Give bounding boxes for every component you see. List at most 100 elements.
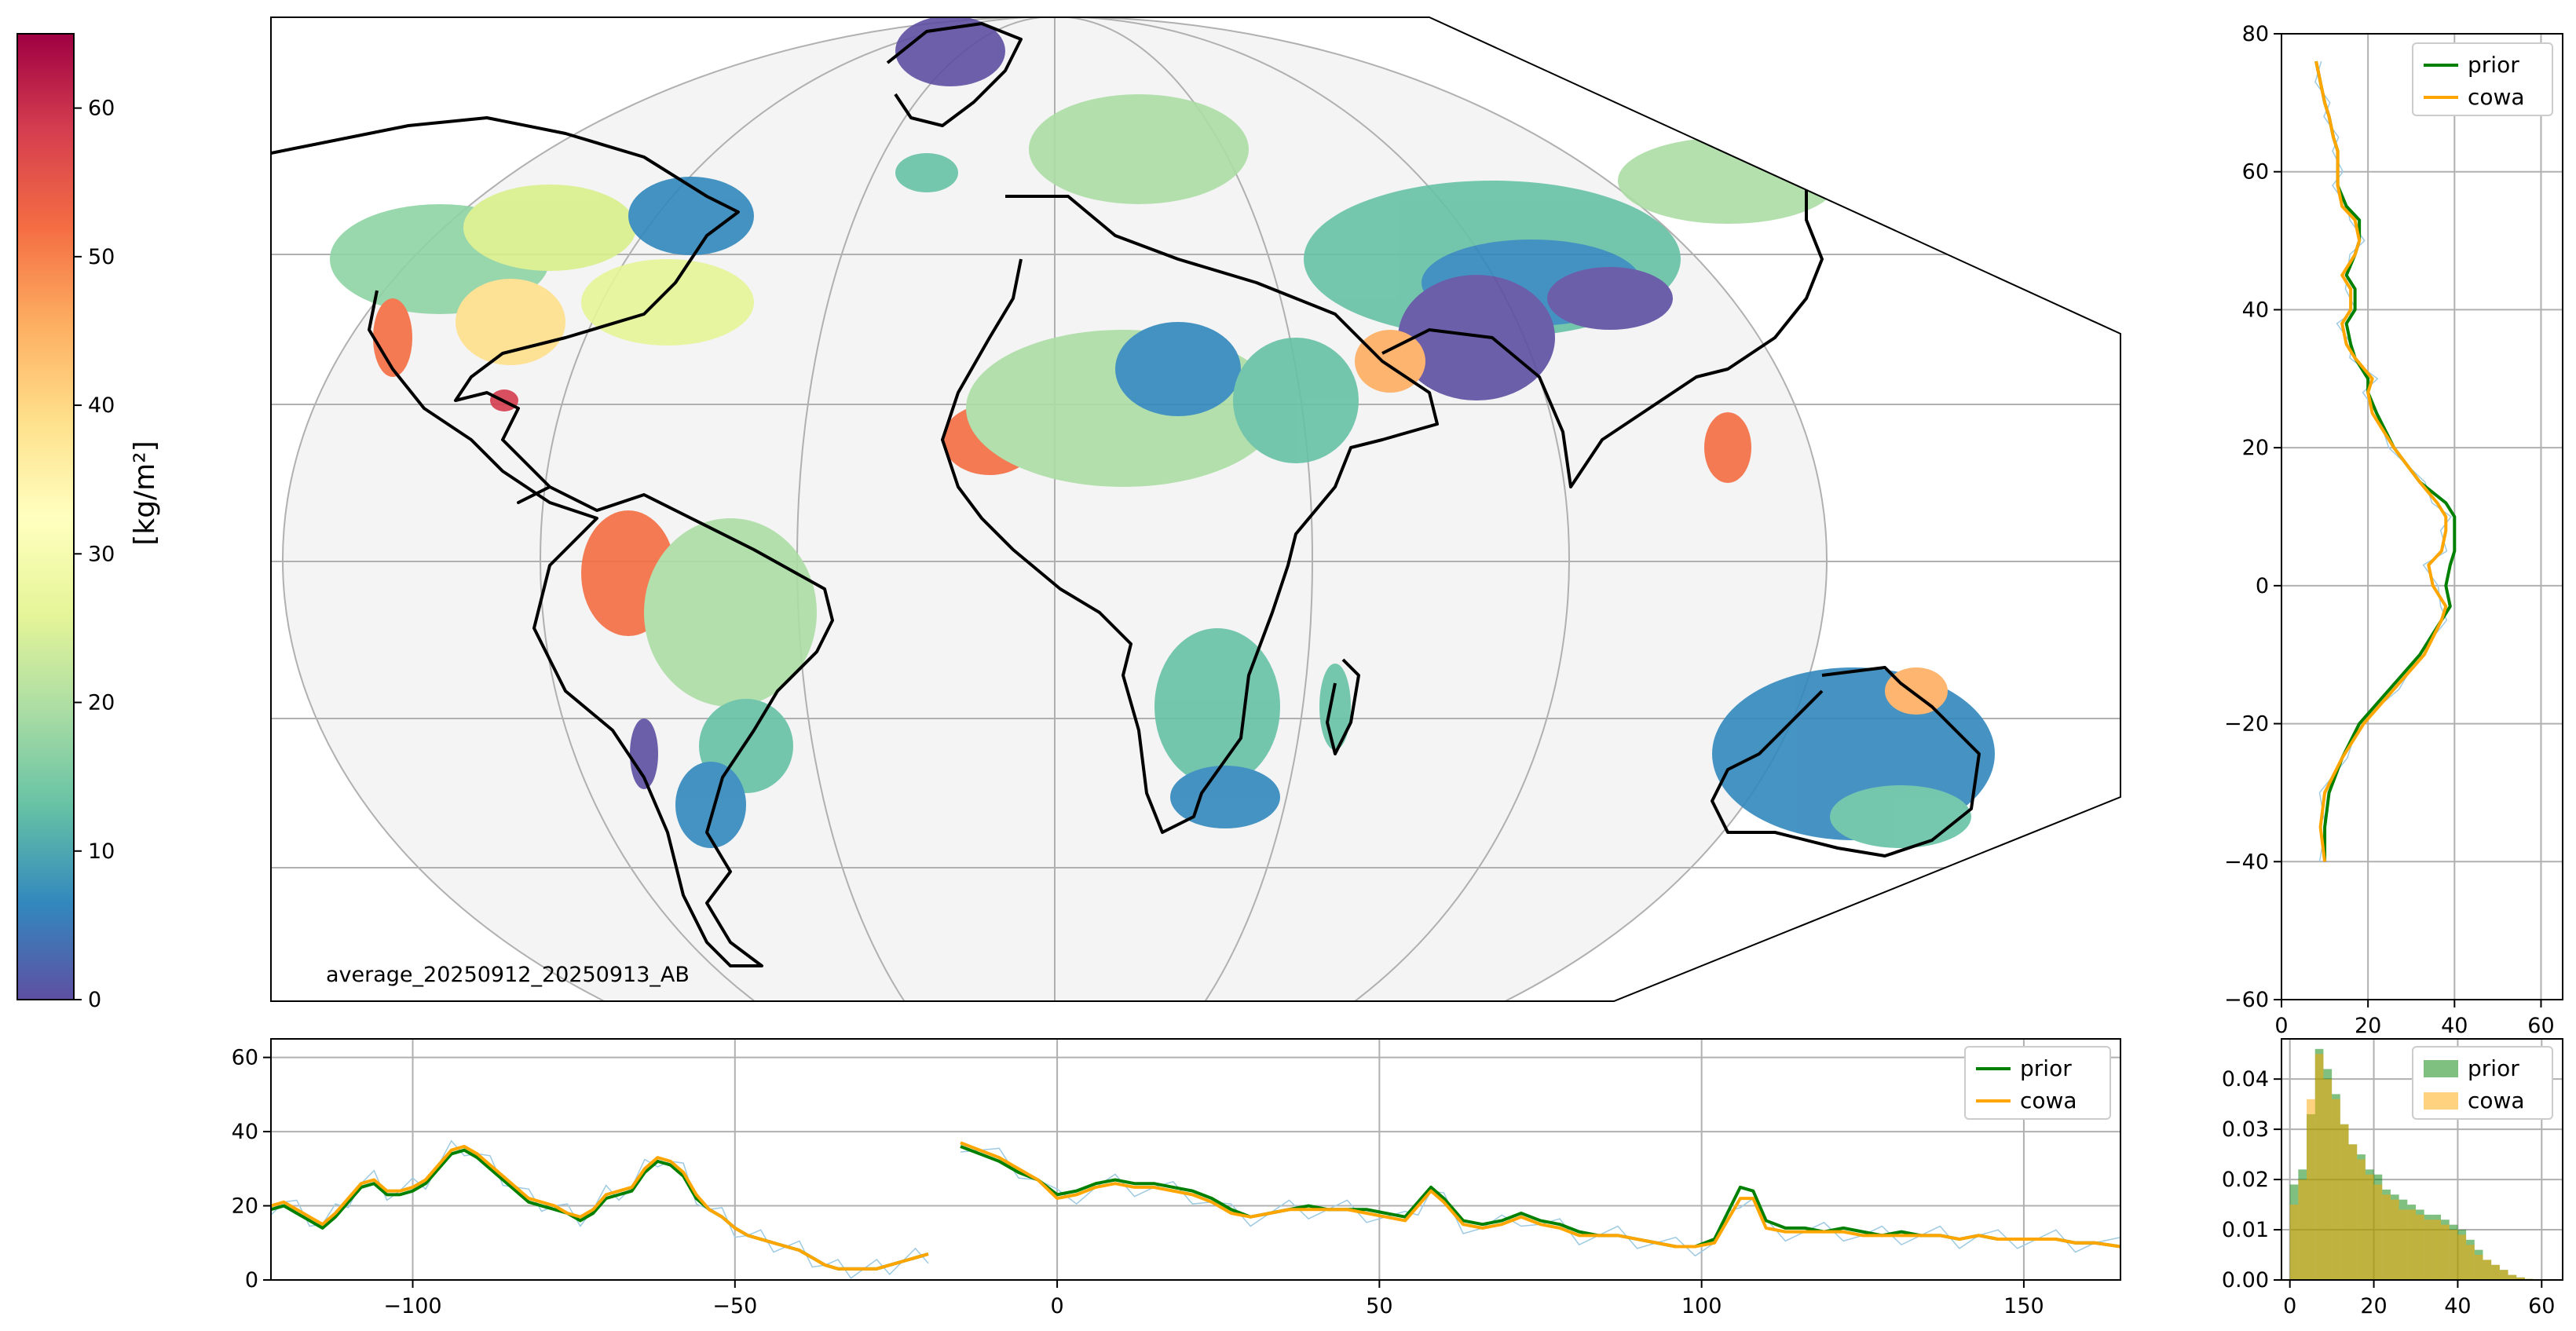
colorbar-tick-label: 0	[88, 988, 101, 1012]
histogram-bar-cowa	[2424, 1219, 2433, 1280]
histogram-xtick-label: 40	[2444, 1294, 2471, 1318]
lon-profile-xtick-label: 0	[1050, 1294, 1063, 1318]
histogram-legend: prior cowa	[2412, 1046, 2553, 1120]
histogram-bar-cowa	[2432, 1219, 2442, 1280]
histogram-bar-cowa	[2314, 1054, 2324, 1280]
lon-profile-ytick-label: 0	[245, 1268, 258, 1293]
lat-profile-xtick-label: 20	[2355, 1014, 2381, 1038]
lat-profile-xtick-label: 60	[2527, 1014, 2554, 1038]
histogram-bar-cowa	[2499, 1270, 2508, 1280]
colorbar-gradient	[16, 33, 75, 1000]
histogram-bar-cowa	[2449, 1230, 2458, 1280]
lon-profile-xtick-label: 50	[1366, 1294, 1392, 1318]
map-annotation: average_20250912_20250913_AB	[326, 963, 690, 987]
histogram-bar-cowa	[2348, 1144, 2358, 1280]
colorbar-label: [kg/m²]	[129, 441, 161, 545]
lon-profile-line-cowa	[271, 1144, 929, 1271]
lat-profile-ytick-label: −60	[2224, 988, 2269, 1012]
lat-profile-ytick-label: 0	[2256, 574, 2269, 598]
lat-profile-panel: 0 20 40 60 −60 −40 −20 0 20 40 60 80 prior cowa	[2224, 22, 2563, 1038]
histogram-ticks: 0 20 40 60 0.00 0.01 0.02 0.03 0.04	[2222, 1067, 2556, 1318]
histogram-ytick-label: 0.03	[2222, 1117, 2269, 1142]
lon-profile-lines	[271, 1139, 2120, 1279]
histogram-ytick-label: 0.01	[2222, 1218, 2269, 1242]
lon-profile-legend: prior cowa	[1964, 1046, 2111, 1120]
histogram-ytick-label: 0.02	[2222, 1168, 2269, 1192]
histogram-bar-cowa	[2483, 1260, 2492, 1280]
colorbar-tick-label: 30	[88, 542, 115, 566]
colorbar-tick-label: 10	[88, 839, 115, 864]
histogram-bar-cowa	[2441, 1224, 2450, 1280]
histogram-ytick-label: 0.04	[2222, 1067, 2269, 1091]
histogram-bar-cowa	[2390, 1199, 2399, 1280]
histogram-xtick-label: 0	[2283, 1294, 2296, 1318]
legend-label-prior: prior	[2020, 1055, 2072, 1081]
lon-profile-grid	[271, 1039, 2120, 1281]
legend-label-cowa: cowa	[2468, 1088, 2525, 1113]
lon-profile-thin-line	[960, 1147, 2120, 1257]
lon-profile-line-prior	[271, 1148, 929, 1271]
histogram-bar-cowa	[2373, 1184, 2383, 1280]
histogram-bar-cowa	[2457, 1234, 2467, 1280]
lat-profile-ytick-label: 40	[2242, 298, 2269, 322]
legend-patch-cowa	[2424, 1092, 2458, 1110]
lon-profile-line-cowa	[960, 1141, 2120, 1249]
colorbar: 0 10 20 30 40 50 60 [kg/m²]	[16, 33, 161, 1012]
lon-profile-ytick-label: 40	[232, 1120, 258, 1144]
histogram-xtick-label: 60	[2528, 1294, 2555, 1318]
histogram-bar-cowa	[2332, 1099, 2340, 1280]
lat-profile-thin-line	[2314, 60, 2452, 862]
lat-profile-xtick-label: 40	[2441, 1014, 2468, 1038]
lat-profile-frame	[2281, 33, 2563, 1000]
histogram-bars	[2289, 1048, 2534, 1280]
histogram-bar-cowa	[2415, 1214, 2424, 1280]
histogram-bar-cowa	[2491, 1264, 2500, 1280]
lat-profile-ytick-label: 80	[2242, 22, 2269, 46]
histogram-bar-cowa	[2323, 1079, 2333, 1280]
lat-profile-ytick-label: −40	[2224, 850, 2269, 874]
histogram-bar-cowa	[2357, 1159, 2366, 1280]
lon-profile-frame	[270, 1038, 2121, 1281]
lon-profile-ytick-label: 60	[232, 1046, 258, 1070]
legend-label-prior: prior	[2468, 1055, 2519, 1081]
legend-patch-prior	[2424, 1060, 2458, 1077]
lon-profile-ticks: −100 −50 0 50 100 150 0 20 40 60	[232, 1046, 2044, 1318]
histogram-bar-cowa	[2399, 1209, 2408, 1280]
colorbar-tick-label: 40	[88, 393, 115, 418]
lat-profile-ytick-label: −20	[2224, 712, 2269, 737]
lat-profile-xtick-label: 0	[2274, 1014, 2288, 1038]
histogram-xtick-label: 20	[2360, 1294, 2387, 1318]
histogram-bar-cowa	[2365, 1174, 2374, 1280]
map-panel: average_20250912_20250913_AB	[270, 16, 2121, 1002]
colorbar-ticks: 0 10 20 30 40 50 60	[74, 97, 115, 1012]
lat-profile-ytick-label: 60	[2242, 160, 2269, 185]
legend-label-cowa: cowa	[2020, 1088, 2077, 1113]
histogram-bar-cowa	[2307, 1099, 2315, 1280]
histogram-bar-cowa	[2407, 1209, 2416, 1280]
colorbar-tick-label: 20	[88, 691, 115, 715]
lon-profile-xtick-label: −50	[712, 1294, 757, 1318]
coastline-outline-icon	[271, 22, 1981, 967]
lon-profile-xtick-label: −100	[383, 1294, 441, 1318]
histogram-bar-cowa	[2474, 1255, 2483, 1280]
histogram-bar-cowa	[2340, 1124, 2349, 1280]
lat-profile-line-cowa	[2314, 60, 2448, 862]
lon-profile-xtick-label: 150	[2003, 1294, 2044, 1318]
map-frame	[270, 16, 2121, 1002]
lat-profile-ticks: 0 20 40 60 −60 −40 −20 0 20 40 60 80	[2224, 22, 2555, 1038]
lon-profile-ytick-label: 20	[232, 1194, 258, 1219]
legend-label-cowa: cowa	[2468, 84, 2525, 110]
histogram-panel: 0 20 40 60 0.00 0.01 0.02 0.03 0.04 prior cowa	[2222, 1038, 2563, 1318]
lat-profile-legend: prior cowa	[2412, 42, 2553, 116]
histogram-ytick-label: 0.00	[2222, 1268, 2269, 1293]
colorbar-tick-label: 60	[88, 97, 115, 121]
histogram-bar-cowa	[2516, 1277, 2525, 1280]
histogram-bar-cowa	[2508, 1274, 2517, 1280]
histogram-bar-cowa	[2289, 1205, 2299, 1280]
histogram-bar-cowa	[2298, 1179, 2307, 1280]
legend-label-prior: prior	[2468, 52, 2519, 78]
lon-profile-xtick-label: 100	[1681, 1294, 1722, 1318]
histogram-bar-cowa	[2382, 1194, 2391, 1280]
histogram-frame	[2281, 1038, 2563, 1281]
